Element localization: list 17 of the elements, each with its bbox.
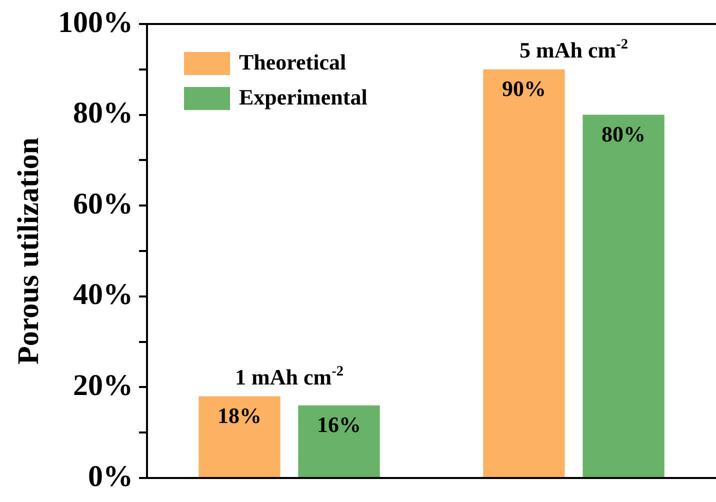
legend-label: Experimental bbox=[239, 84, 368, 110]
data-label: 80% bbox=[602, 121, 646, 146]
y-tick-label: 40% bbox=[73, 278, 133, 312]
bar bbox=[483, 69, 565, 477]
data-label: 90% bbox=[502, 76, 546, 102]
bar bbox=[198, 396, 280, 477]
bar bbox=[298, 405, 380, 477]
y-axis-title: Porous utilization bbox=[12, 137, 45, 364]
y-tick-label: 100% bbox=[58, 6, 133, 39]
bar bbox=[582, 114, 664, 477]
data-label: 18% bbox=[217, 402, 262, 428]
y-tick-label: 80% bbox=[73, 96, 133, 130]
y-tick-label: 60% bbox=[73, 187, 133, 220]
legend-label: Theoretical bbox=[239, 50, 346, 75]
y-tick-label: 20% bbox=[73, 368, 133, 402]
y-tick-label: 0% bbox=[88, 460, 133, 493]
data-label: 16% bbox=[317, 412, 362, 438]
